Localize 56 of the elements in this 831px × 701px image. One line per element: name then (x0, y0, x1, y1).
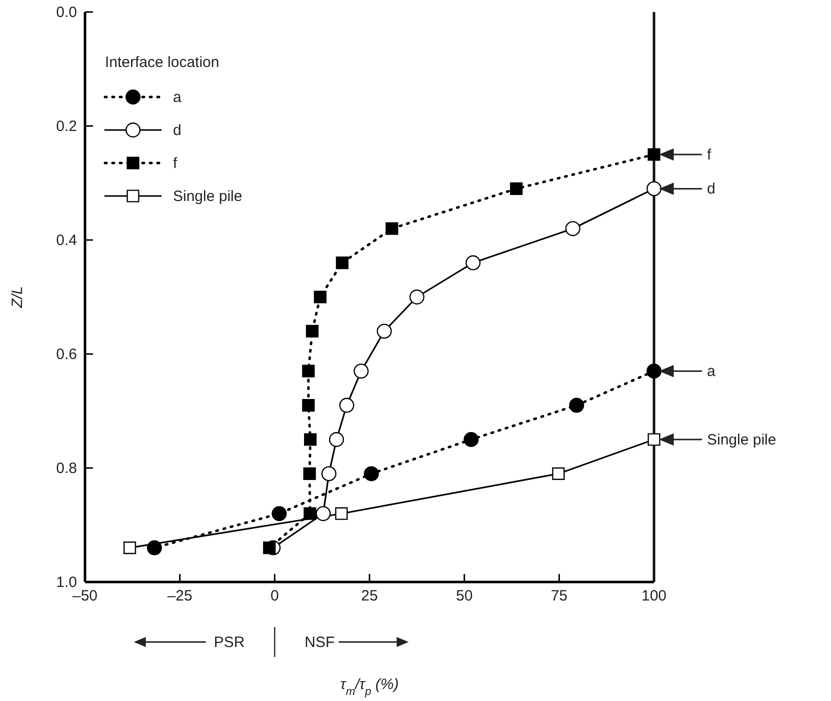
x-tick-label: 75 (550, 588, 568, 605)
legend-label: a (173, 89, 182, 106)
point (386, 222, 398, 235)
point (409, 290, 424, 304)
point (648, 148, 660, 161)
point (304, 507, 316, 520)
y-tick-label: 0.6 (56, 346, 77, 363)
point (336, 256, 348, 270)
point (304, 433, 317, 446)
point (464, 432, 479, 447)
point (648, 433, 660, 446)
point (263, 542, 276, 554)
y-tick-label: 0.4 (56, 232, 77, 249)
point (316, 506, 331, 522)
point (303, 467, 316, 480)
point (321, 466, 336, 482)
point (339, 398, 354, 413)
text: Single pile (707, 432, 776, 448)
text: NSF (304, 634, 335, 651)
y-tick-label: 0.0 (56, 4, 77, 21)
text: d (707, 180, 716, 198)
legend-label: Single pile (173, 188, 242, 205)
point (123, 542, 136, 554)
x-tick-label: 0 (270, 588, 279, 605)
x-tick-label: 25 (361, 588, 378, 605)
point (146, 540, 162, 556)
x-tick-label: 100 (641, 588, 667, 605)
point (272, 506, 287, 522)
text: f (707, 146, 712, 164)
point (364, 466, 379, 482)
legend-label: d (173, 122, 182, 139)
point (646, 364, 662, 379)
legend-title: Interface location (105, 54, 220, 71)
point (552, 467, 565, 480)
point (302, 399, 315, 412)
y-tick-label: 0.8 (56, 460, 77, 477)
x-axis-title: τ$_{m}$/τ$_{p}$ (%) (340, 676, 399, 698)
point (314, 290, 326, 304)
point (510, 182, 523, 195)
point (569, 398, 584, 413)
point (306, 324, 319, 338)
x-tick-label: –25 (167, 588, 192, 605)
x-tick-label: 50 (456, 588, 473, 605)
legend-label: f (173, 155, 178, 172)
point (376, 324, 392, 339)
text: a (707, 363, 716, 380)
y-axis-title: Z/L (9, 286, 26, 309)
point (354, 364, 369, 379)
point (565, 221, 580, 236)
point (335, 507, 348, 520)
text: PSR (214, 634, 245, 651)
point (466, 255, 481, 270)
y-tick-label: 0.2 (56, 118, 77, 135)
point (646, 181, 662, 196)
point (302, 364, 315, 378)
point (328, 432, 344, 447)
